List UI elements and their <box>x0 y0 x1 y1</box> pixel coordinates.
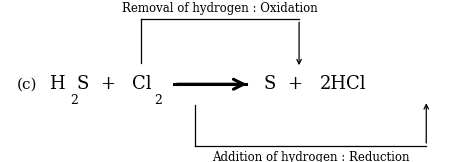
Text: H: H <box>49 75 65 93</box>
Text: 2HCl: 2HCl <box>320 75 367 93</box>
Text: 2: 2 <box>154 94 162 107</box>
Text: Removal of hydrogen : Oxidation: Removal of hydrogen : Oxidation <box>122 2 318 15</box>
Text: Cl: Cl <box>132 75 152 93</box>
Text: 2: 2 <box>70 94 78 107</box>
Text: +: + <box>287 75 302 93</box>
Text: S: S <box>77 75 89 93</box>
Text: (c): (c) <box>16 77 37 91</box>
Text: Addition of hydrogen : Reduction: Addition of hydrogen : Reduction <box>212 151 410 162</box>
Text: S: S <box>264 75 276 93</box>
Text: +: + <box>100 75 115 93</box>
